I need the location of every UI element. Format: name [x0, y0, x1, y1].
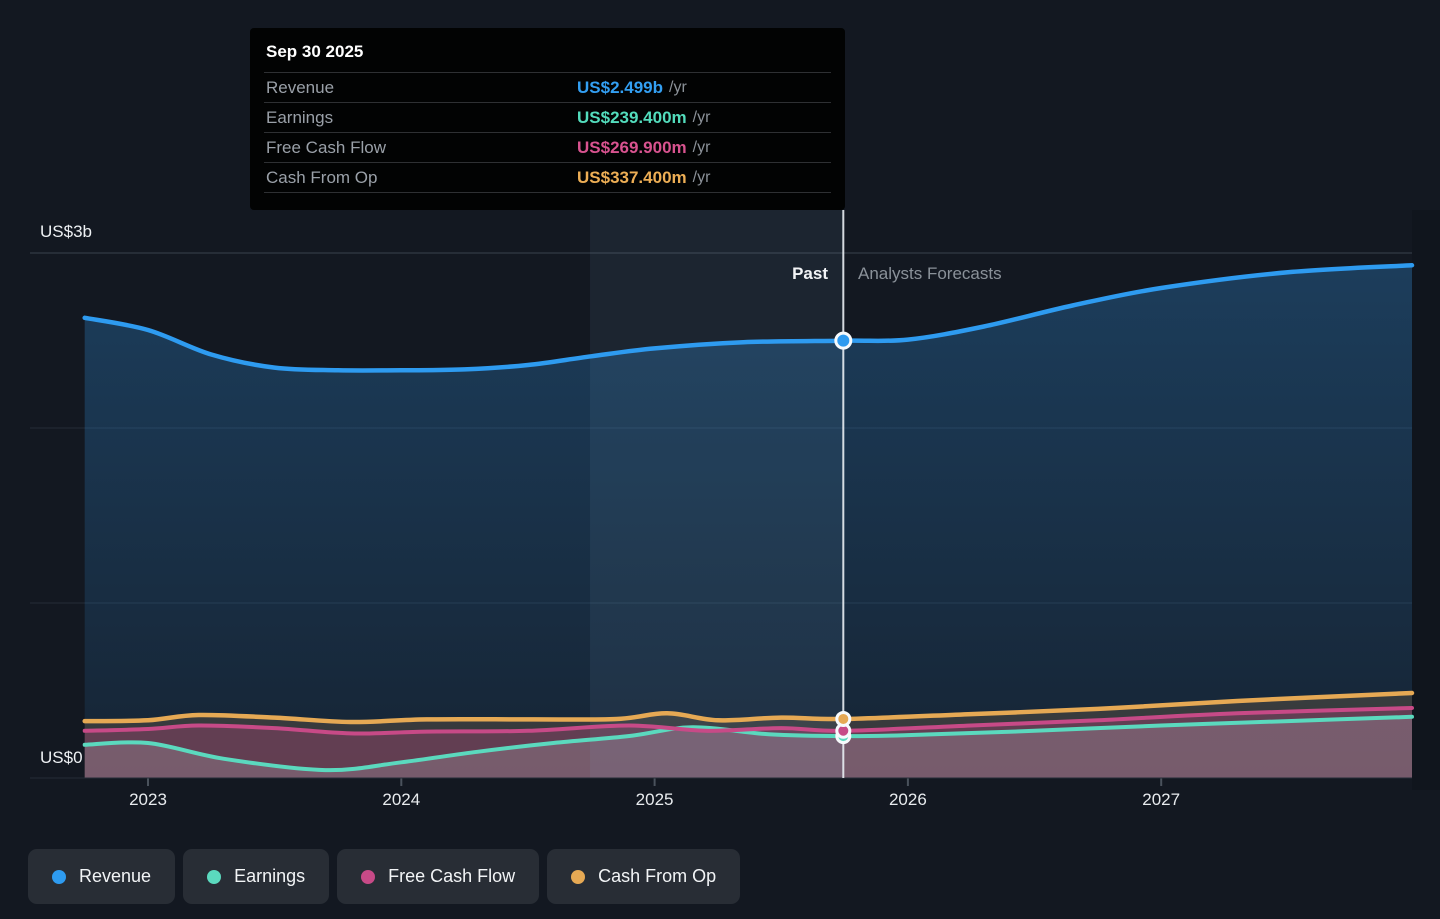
- tooltip-value: US$2.499b: [577, 77, 663, 97]
- legend-item-cash-from-op[interactable]: Cash From Op: [547, 849, 741, 904]
- legend-label: Free Cash Flow: [388, 866, 516, 886]
- tooltip-label: Cash From Op: [266, 167, 378, 187]
- plot-right-margin: [1412, 210, 1440, 790]
- earnings-line[interactable]: [82, 714, 1414, 773]
- earnings-area: [84, 716, 1413, 778]
- legend-item-revenue[interactable]: Revenue: [28, 849, 176, 904]
- legend-label: Cash From Op: [598, 866, 717, 886]
- revenue-area: [84, 265, 1413, 778]
- x-axis-label-2023: 2023: [129, 790, 167, 809]
- tooltip-row-revenue: Revenue US$2.499b /yr: [264, 73, 831, 103]
- tooltip-row-free-cash-flow: Free Cash Flow US$269.900m /yr: [264, 133, 831, 163]
- tooltip-row-earnings: Earnings US$239.400m /yr: [264, 103, 831, 133]
- tooltip-date: Sep 30 2025: [264, 28, 831, 73]
- free-cash-flow-line[interactable]: [82, 706, 1414, 736]
- tooltip-label: Free Cash Flow: [266, 137, 386, 157]
- tooltip-unit: /yr: [669, 78, 687, 96]
- revenue-dot-icon: [52, 869, 66, 884]
- legend-label: Earnings: [234, 866, 306, 886]
- legend-item-free-cash-flow[interactable]: Free Cash Flow: [337, 849, 540, 904]
- x-axis-label-2025: 2025: [635, 790, 674, 809]
- chart-tooltip: Sep 30 2025 Revenue US$2.499b /yr Earnin…: [250, 28, 845, 210]
- hover-highlight-band: [590, 210, 844, 778]
- revenue-line[interactable]: [82, 263, 1415, 373]
- x-axis-label-2027: 2027: [1142, 790, 1181, 809]
- cash-from-op-line[interactable]: [82, 690, 1415, 725]
- x-axis-label-2026: 2026: [888, 790, 927, 809]
- chart-legend: Revenue Earnings Free Cash Flow Cash Fro…: [28, 849, 741, 904]
- tooltip-unit: /yr: [692, 168, 711, 186]
- tooltip-value: US$239.400m: [577, 107, 687, 127]
- tooltip-label: Earnings: [266, 107, 334, 127]
- tooltip-value: US$269.900m: [577, 137, 687, 157]
- y-axis-label-0: US$0: [40, 748, 83, 767]
- tooltip-unit: /yr: [692, 138, 711, 156]
- cash-from-op-divider-marker[interactable]: [835, 710, 852, 727]
- revenue-divider-marker[interactable]: [834, 331, 853, 350]
- free-cash-flow-dot-icon: [361, 869, 376, 884]
- y-axis-label-3b: US$3b: [40, 222, 92, 241]
- x-axis-label-2024: 2024: [382, 790, 421, 809]
- tooltip-row-cash-from-op: Cash From Op US$337.400m /yr: [264, 163, 831, 193]
- cash-from-op-dot-icon: [571, 869, 586, 884]
- legend-item-earnings[interactable]: Earnings: [183, 849, 330, 904]
- cash-from-op-area: [84, 693, 1413, 778]
- tooltip-unit: /yr: [692, 108, 711, 126]
- legend-label: Revenue: [79, 866, 152, 886]
- earnings-dot-icon: [207, 869, 222, 884]
- tooltip-value: US$337.400m: [577, 167, 687, 187]
- tooltip-label: Revenue: [266, 77, 335, 97]
- past-zone-label: Past: [792, 264, 828, 283]
- forecast-zone-label: Analysts Forecasts: [858, 264, 1002, 283]
